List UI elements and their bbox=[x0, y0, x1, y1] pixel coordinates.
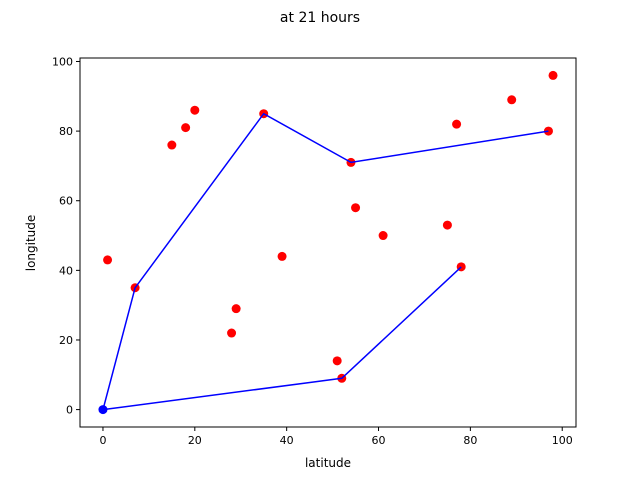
y-tick-label-5: 100 bbox=[52, 55, 73, 68]
chart-title: at 21 hours bbox=[280, 10, 360, 26]
data-point-18 bbox=[543, 126, 553, 136]
y-tick-label-1: 20 bbox=[59, 334, 73, 347]
origin-point bbox=[98, 405, 108, 415]
data-point-15 bbox=[452, 119, 462, 129]
data-point-19 bbox=[548, 70, 558, 80]
y-tick-label-0: 0 bbox=[66, 404, 73, 417]
data-point-9 bbox=[332, 356, 342, 366]
x-tick-label-2: 40 bbox=[280, 434, 294, 447]
y-tick-label-3: 60 bbox=[59, 195, 73, 208]
x-tick-label-4: 80 bbox=[463, 434, 477, 447]
data-point-13 bbox=[378, 231, 388, 241]
y-tick-label-2: 40 bbox=[59, 264, 73, 277]
x-axis-label: latitude bbox=[305, 456, 351, 470]
data-point-5 bbox=[227, 328, 237, 338]
y-axis: 0 20 40 60 80 100 bbox=[52, 55, 80, 417]
data-point-17 bbox=[507, 95, 517, 105]
route-line-1 bbox=[102, 112, 549, 410]
x-tick-label-0: 0 bbox=[99, 434, 106, 447]
plot-area bbox=[98, 70, 558, 415]
data-point-14 bbox=[442, 220, 452, 230]
data-point-3 bbox=[181, 123, 191, 133]
data-point-12 bbox=[351, 203, 361, 213]
x-axis: 0 20 40 60 80 100 bbox=[99, 427, 573, 447]
x-tick-label-1: 20 bbox=[188, 434, 202, 447]
x-tick-label-3: 60 bbox=[372, 434, 386, 447]
data-point-8 bbox=[277, 251, 287, 261]
data-point-4 bbox=[190, 105, 200, 115]
y-axis-label: longitude bbox=[24, 215, 38, 272]
y-tick-label-4: 80 bbox=[59, 125, 73, 138]
data-point-2 bbox=[167, 140, 177, 150]
data-point-0 bbox=[103, 255, 113, 265]
route-line-2 bbox=[102, 266, 462, 411]
data-point-6 bbox=[231, 304, 241, 314]
plot-frame bbox=[79, 57, 577, 428]
x-tick-label-5: 100 bbox=[552, 434, 573, 447]
